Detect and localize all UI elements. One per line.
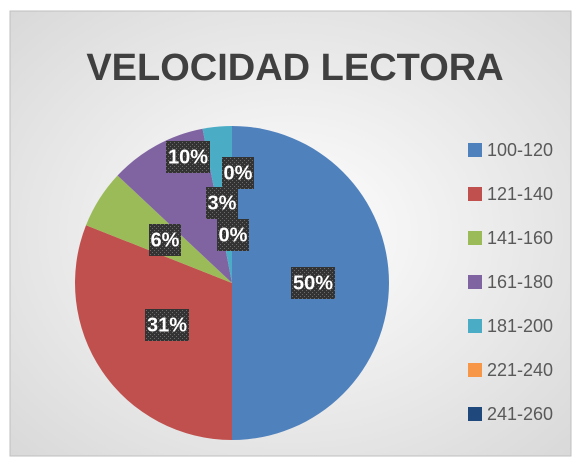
chart-title: VELOCIDAD LECTORA bbox=[86, 47, 503, 89]
data-label-box bbox=[145, 309, 189, 341]
legend-label: 241-260 bbox=[487, 404, 553, 424]
legend-label: 141-160 bbox=[487, 228, 553, 248]
data-label-box bbox=[166, 141, 210, 173]
legend-label: 100-120 bbox=[487, 140, 553, 160]
data-label: 31% bbox=[147, 314, 187, 336]
legend-swatch bbox=[468, 319, 482, 333]
data-label-box bbox=[291, 267, 335, 299]
data-label-box bbox=[206, 187, 238, 219]
data-label: 0% bbox=[219, 224, 248, 246]
legend-label: 221-240 bbox=[487, 360, 553, 380]
data-label-box bbox=[149, 224, 181, 256]
legend-swatch bbox=[468, 143, 482, 157]
legend-label: 121-140 bbox=[487, 184, 553, 204]
legend-swatch bbox=[468, 231, 482, 245]
legend-swatch bbox=[468, 407, 482, 421]
legend-label: 181-200 bbox=[487, 316, 553, 336]
data-label: 0% bbox=[224, 162, 253, 184]
data-label: 10% bbox=[168, 146, 208, 168]
data-label: 50% bbox=[293, 272, 333, 294]
legend-swatch bbox=[468, 275, 482, 289]
legend-label: 161-180 bbox=[487, 272, 553, 292]
legend-swatch bbox=[468, 187, 482, 201]
data-label-box bbox=[222, 157, 254, 189]
data-label: 3% bbox=[208, 192, 237, 214]
legend-swatch bbox=[468, 363, 482, 377]
data-label: 6% bbox=[151, 229, 180, 251]
data-label-box bbox=[217, 219, 249, 251]
